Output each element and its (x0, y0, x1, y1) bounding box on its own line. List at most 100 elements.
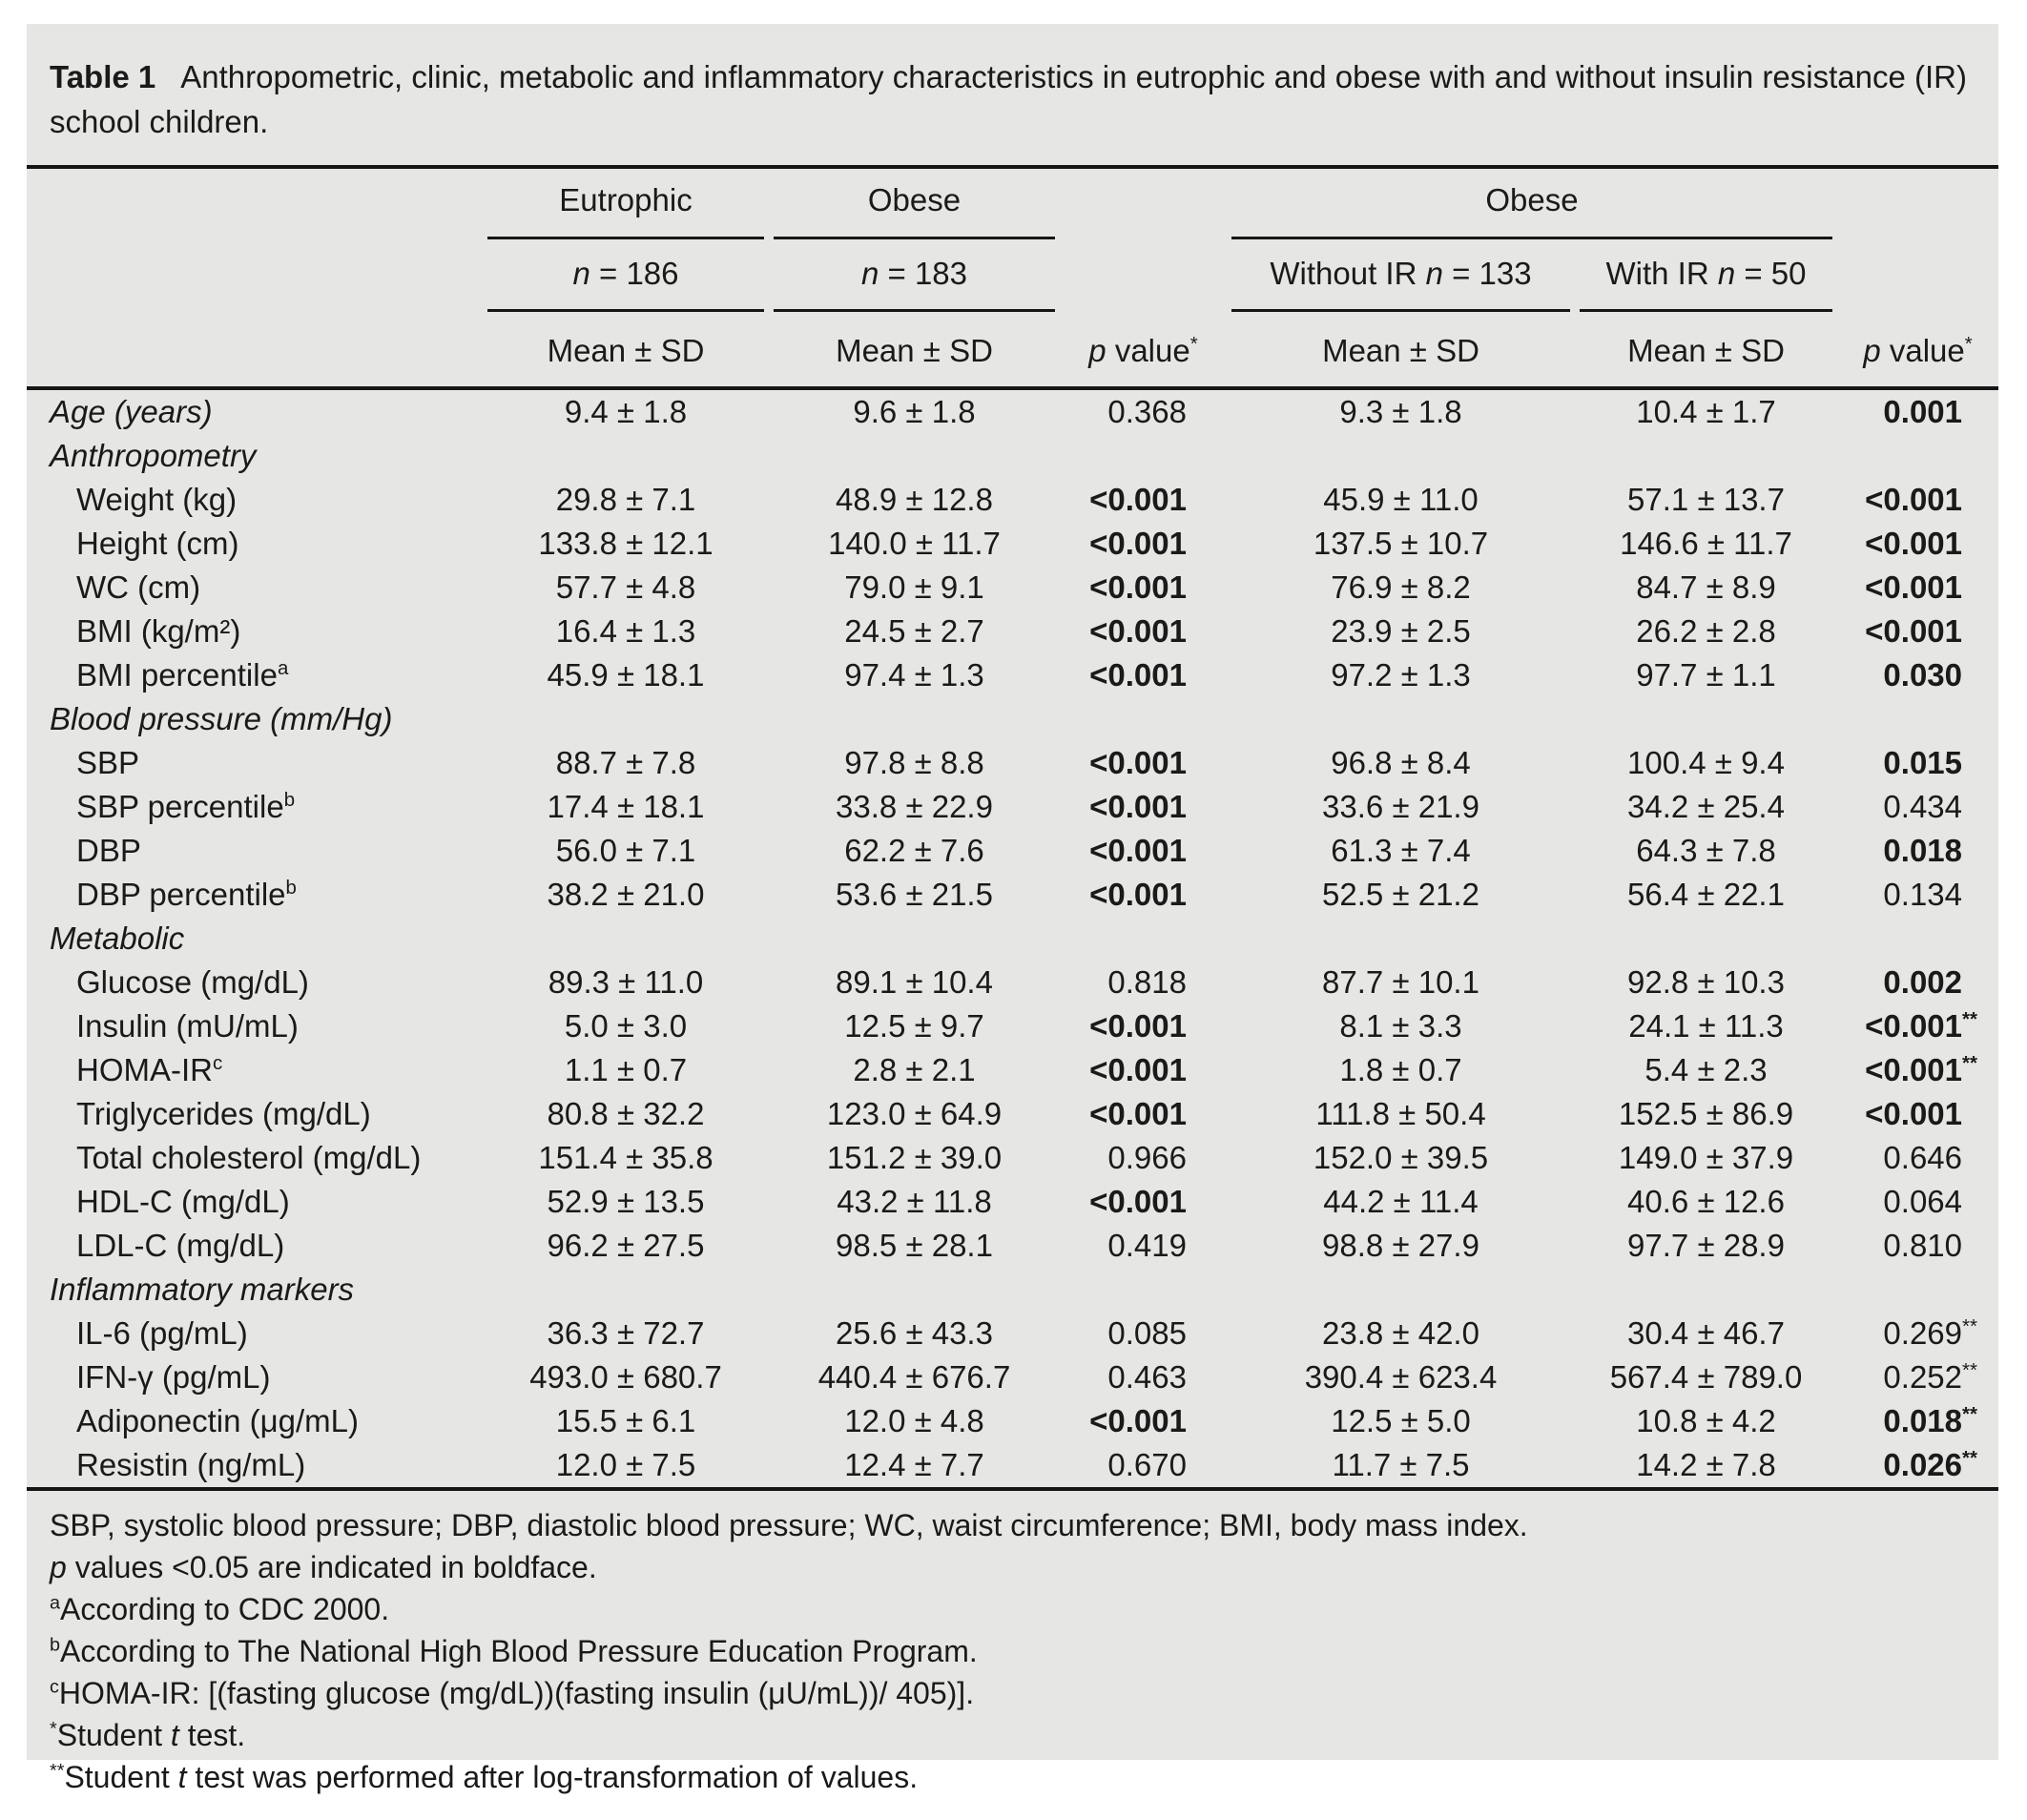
cell-eutrophic: 89.3 ± 11.0 (548, 964, 704, 1000)
cell-p-value-ir: 0.018** (1883, 1403, 1977, 1438)
cell-p-value: <0.001 (1089, 613, 1187, 649)
cell-without-ir: 152.0 ± 39.5 (1313, 1140, 1489, 1175)
cell-p-value: <0.001 (1089, 745, 1187, 780)
row-label: Weight (kg) (76, 482, 238, 517)
cell-obese: 2.8 ± 2.1 (853, 1052, 976, 1087)
table-row: Adiponectin (μg/mL) 15.5 ± 6.1 12.0 ± 4.… (27, 1399, 1998, 1443)
cell-eutrophic: 88.7 ± 7.8 (555, 745, 696, 780)
cell-p-value-ir: 0.001 (1883, 394, 1963, 429)
table-row: BMI percentilea 45.9 ± 18.1 97.4 ± 1.3 <… (27, 653, 1998, 697)
spacer-cell (1837, 232, 1998, 243)
cell-eutrophic: 1.1 ± 0.7 (564, 1052, 688, 1087)
table-row: WC (cm) 57.7 ± 4.8 79.0 ± 9.1 <0.001 76.… (27, 566, 1998, 610)
cell-obese: 12.4 ± 7.7 (769, 1443, 1060, 1491)
row-label: Triglycerides (mg/dL) (76, 1096, 371, 1131)
cell-eutrophic: 45.9 ± 18.1 (547, 657, 705, 693)
cell-obese: 440.4 ± 676.7 (817, 1359, 1011, 1395)
cell-p-value: <0.001 (1089, 1096, 1187, 1131)
cell-with-ir: 146.6 ± 11.7 (1620, 526, 1792, 561)
cell-without-ir: 23.8 ± 42.0 (1322, 1315, 1479, 1351)
cell-with-ir: 152.5 ± 86.9 (1618, 1096, 1794, 1131)
cell-without-ir: 76.9 ± 8.2 (1331, 569, 1471, 605)
cell-eutrophic: 493.0 ± 680.7 (529, 1359, 722, 1395)
p-value-header: p value* (1060, 316, 1227, 390)
cell-with-ir: 14.2 ± 7.8 (1575, 1443, 1838, 1491)
cell-eutrophic: 38.2 ± 21.0 (547, 877, 705, 912)
row-label: WC (cm) (76, 569, 201, 605)
row-label: BMI (kg/m²) (76, 613, 241, 649)
cell-without-ir: 9.3 ± 1.8 (1339, 394, 1462, 429)
cell-eutrophic: 52.9 ± 13.5 (547, 1184, 705, 1219)
cell-p-value: <0.001 (1089, 789, 1187, 824)
row-label: IFN-γ (pg/mL) (76, 1359, 271, 1395)
footnote-boldface-note: p values <0.05 are indicated in boldface… (50, 1550, 597, 1584)
cell-p-value-ir: <0.001 (1865, 569, 1963, 605)
section-label: Anthropometry (50, 438, 257, 473)
footnote-star: *Student t test. (50, 1718, 246, 1752)
cell-p-value-ir: 0.134 (1883, 877, 1963, 912)
cell-with-ir: 10.8 ± 4.2 (1636, 1403, 1776, 1438)
footnote-c: cHOMA-IR: [(fasting glucose (mg/dL))(fas… (50, 1676, 975, 1710)
section-label: Blood pressure (mm/Hg) (50, 701, 393, 736)
table-row: SBP 88.7 ± 7.8 97.8 ± 8.8 <0.001 96.8 ± … (27, 741, 1998, 785)
cell-obese: 25.6 ± 43.3 (836, 1315, 993, 1351)
footnote-abbreviations: SBP, systolic blood pressure; DBP, diast… (50, 1508, 1528, 1542)
row-label: Adiponectin (μg/mL) (76, 1403, 359, 1438)
group-eutrophic: Eutrophic (559, 182, 693, 217)
cell-eutrophic: 5.0 ± 3.0 (564, 1008, 688, 1044)
cell-without-ir: 111.8 ± 50.4 (1315, 1096, 1486, 1131)
cell-without-ir: 1.8 ± 0.7 (1339, 1052, 1462, 1087)
cell-p-value-ir: <0.001 (1865, 526, 1963, 561)
table-row: HDL-C (mg/dL) 52.9 ± 13.5 43.2 ± 11.8 <0… (27, 1180, 1998, 1224)
table-row: Glucose (mg/dL) 89.3 ± 11.0 89.1 ± 10.4 … (27, 961, 1998, 1004)
cell-obese: 79.0 ± 9.1 (844, 569, 984, 605)
cell-without-ir: 52.5 ± 21.2 (1322, 877, 1479, 912)
table-row: DBP percentileb 38.2 ± 21.0 53.6 ± 21.5 … (27, 873, 1998, 917)
cell-p-value: 0.670 (1060, 1443, 1227, 1491)
p-value-header: p value* (1837, 316, 1999, 390)
cell-without-ir: 11.7 ± 7.5 (1227, 1443, 1575, 1491)
cell-eutrophic: 16.4 ± 1.3 (555, 613, 696, 649)
rule-cell (483, 232, 769, 243)
spanner-rule-row (27, 232, 1998, 243)
cell-p-value-ir: <0.001 (1865, 1096, 1963, 1131)
group-obese: Obese (867, 182, 962, 217)
cell-obese: 12.0 ± 4.8 (844, 1403, 984, 1438)
cell-p-value: <0.001 (1089, 1008, 1187, 1044)
cell-eutrophic: 151.4 ± 35.8 (538, 1140, 714, 1175)
cell-p-value: <0.001 (1089, 1184, 1187, 1219)
cell-without-ir: 87.7 ± 10.1 (1322, 964, 1479, 1000)
table-row: HOMA-IRc 1.1 ± 0.7 2.8 ± 2.1 <0.001 1.8 … (27, 1048, 1998, 1092)
cell-obese: 98.5 ± 28.1 (836, 1228, 993, 1263)
row-label: HDL-C (mg/dL) (76, 1184, 290, 1219)
cell-p-value: <0.001 (1089, 877, 1187, 912)
spanner-rule-row (27, 304, 1998, 316)
n-with-ir: With IR n = 50 (1605, 256, 1807, 291)
cell-p-value: <0.001 (1089, 1403, 1187, 1438)
row-label: Insulin (mU/mL) (76, 1008, 299, 1044)
rule-cell (1575, 304, 1837, 316)
table-row-age: Age (years) 9.4 ± 1.8 9.6 ± 1.8 0.368 9.… (27, 388, 1998, 434)
rule-cell (769, 304, 1060, 316)
spacer-cell (1060, 167, 1227, 232)
spacer-cell (1837, 304, 1998, 316)
cell-with-ir: 34.2 ± 25.4 (1627, 789, 1785, 824)
row-label: BMI percentilea (76, 657, 289, 693)
cell-with-ir: 100.4 ± 9.4 (1627, 745, 1785, 780)
cell-p-value: <0.001 (1089, 482, 1187, 517)
rule-cell (1227, 232, 1837, 243)
table-row: Resistin (ng/mL) 12.0 ± 7.5 12.4 ± 7.7 0… (27, 1443, 1999, 1491)
cell-eutrophic: 36.3 ± 72.7 (547, 1315, 705, 1351)
cell-with-ir: 149.0 ± 37.9 (1618, 1140, 1794, 1175)
cell-p-value-ir: <0.001** (1865, 1008, 1977, 1044)
table-row: BMI (kg/m²) 16.4 ± 1.3 24.5 ± 2.7 <0.001… (27, 610, 1998, 653)
row-label: LDL-C (mg/dL) (76, 1228, 285, 1263)
cell-obese: 151.2 ± 39.0 (826, 1140, 1003, 1175)
cell-obese: 123.0 ± 64.9 (826, 1096, 1003, 1131)
n-without-ir: Without IR n = 133 (1270, 256, 1532, 291)
cell-p-value-ir: 0.646 (1883, 1140, 1963, 1175)
table-row: Total cholesterol (mg/dL) 151.4 ± 35.8 1… (27, 1136, 1998, 1180)
cell-p-value: <0.001 (1089, 657, 1187, 693)
stat-header-row: Mean ± SD Mean ± SD p value* Mean ± SD M… (27, 316, 1999, 390)
